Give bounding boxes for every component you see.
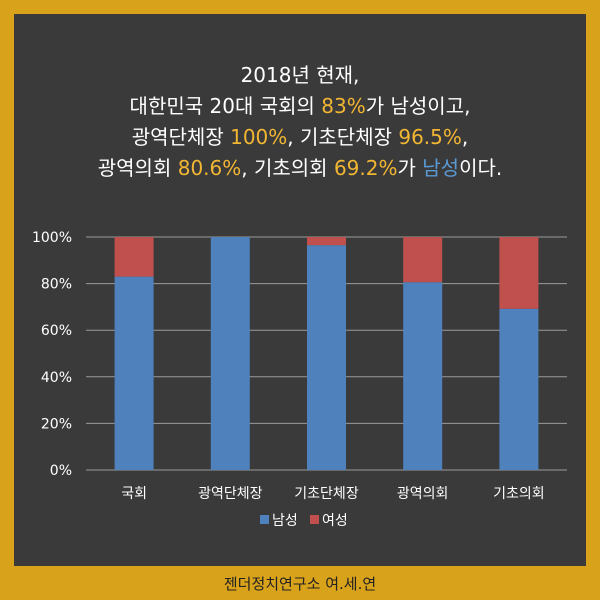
highlight-value: 96.5% (398, 125, 462, 149)
bar-segment-male (210, 237, 250, 470)
bar-segment-female (403, 237, 443, 283)
legend-label: 여성 (322, 513, 348, 529)
highlight-value: 83% (321, 94, 366, 118)
highlight-value: 100% (230, 125, 288, 149)
bar-segment-male (403, 282, 443, 470)
x-tick-label: 기초단체장 (294, 486, 359, 502)
y-tick-label: 100% (32, 230, 72, 246)
bar-segment-male (114, 276, 154, 470)
legend-swatch-female (310, 515, 319, 524)
x-tick-label: 광역의회 (397, 486, 449, 502)
y-tick-label: 20% (41, 416, 72, 432)
chart-title: 2018년 현재, 대한민국 20대 국회의 83%가 남성이고, 광역단체장 … (0, 60, 600, 184)
footer-credit: 젠더정치연구소 여.세.연 (223, 575, 377, 593)
chart-panel (14, 14, 586, 566)
x-tick-label: 광역단체장 (198, 486, 263, 502)
title-line-4: 광역의회 80.6%, 기초의회 69.2%가 남성이다. (97, 156, 503, 180)
title-line-3: 광역단체장 100%, 기초단체장 96.5%, (131, 125, 469, 149)
x-tick-label: 기초의회 (493, 486, 545, 502)
x-tick-label: 국회 (121, 486, 147, 502)
y-tick-label: 80% (41, 277, 72, 293)
y-tick-label: 40% (41, 370, 72, 386)
bar-segment-female (307, 237, 346, 246)
bar-segment-female (114, 237, 154, 277)
y-tick-label: 0% (50, 463, 72, 479)
bar-segment-male (499, 308, 539, 470)
title-line-2: 대한민국 20대 국회의 83%가 남성이고, (129, 94, 471, 118)
title-line-1: 2018년 현재, (240, 63, 360, 87)
y-tick-label: 60% (41, 323, 72, 339)
highlight-male: 남성 (422, 156, 460, 180)
highlight-value: 80.6% (177, 156, 242, 180)
legend-label: 남성 (272, 513, 298, 529)
bar-segment-female (499, 237, 539, 309)
highlight-value: 69.2% (333, 156, 398, 180)
legend-swatch-male (260, 515, 269, 524)
bar-segment-male (307, 245, 346, 470)
